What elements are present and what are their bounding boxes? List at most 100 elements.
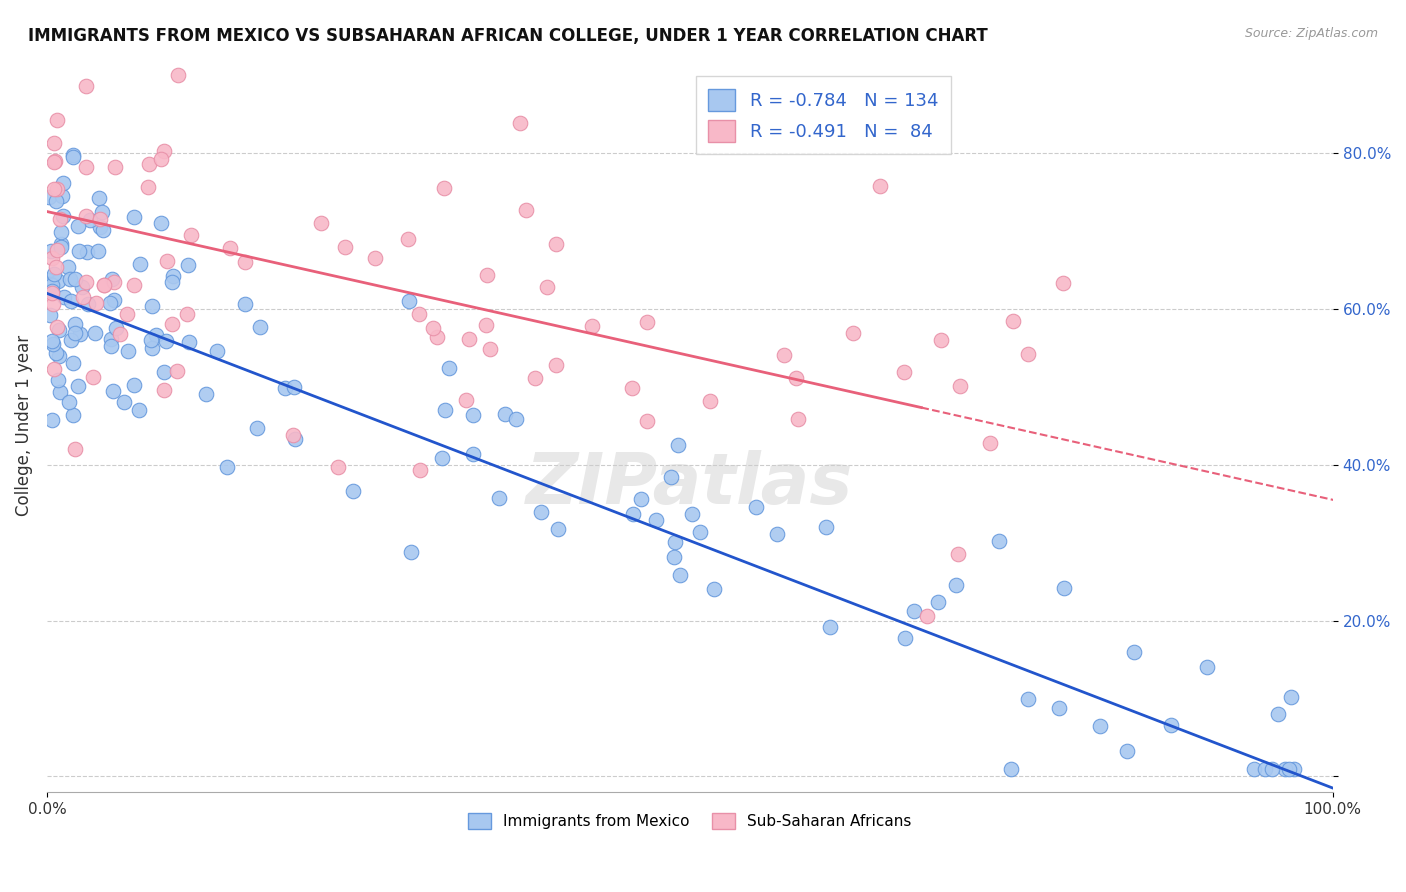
Point — [138, 157, 160, 171]
Point — [179, 335, 201, 350]
Point — [1047, 701, 1070, 715]
Point — [205, 343, 228, 358]
Point — [44, 267, 66, 281]
Point — [41, 285, 63, 299]
Point — [475, 318, 498, 332]
Point — [399, 544, 422, 558]
Point — [124, 278, 146, 293]
Point — [456, 392, 478, 407]
Point — [281, 428, 304, 442]
Point — [60, 294, 83, 309]
Point — [69, 327, 91, 342]
Point — [945, 578, 967, 592]
Point — [160, 276, 183, 290]
Point — [91, 223, 114, 237]
Point — [1122, 645, 1144, 659]
Point — [426, 330, 449, 344]
Point — [217, 459, 239, 474]
Point — [82, 370, 104, 384]
Point — [100, 339, 122, 353]
Point — [150, 215, 173, 229]
Point — [46, 112, 69, 127]
Point — [408, 463, 430, 477]
Point — [773, 348, 796, 362]
Point — [765, 526, 787, 541]
Point — [84, 296, 107, 310]
Point — [89, 211, 111, 226]
Point — [894, 632, 917, 646]
Point — [39, 277, 62, 291]
Point — [927, 594, 949, 608]
Point — [422, 321, 444, 335]
Point — [645, 513, 668, 527]
Point — [434, 403, 457, 417]
Point — [408, 307, 430, 321]
Point — [162, 268, 184, 283]
Point — [1279, 690, 1302, 704]
Point — [155, 334, 177, 348]
Point — [869, 179, 891, 194]
Point — [536, 279, 558, 293]
Point — [703, 582, 725, 596]
Point — [63, 442, 86, 456]
Point — [39, 244, 62, 258]
Point — [51, 240, 73, 254]
Point — [162, 317, 184, 331]
Point — [903, 603, 925, 617]
Point — [664, 534, 686, 549]
Text: Source: ZipAtlas.com: Source: ZipAtlas.com — [1244, 27, 1378, 40]
Point — [84, 326, 107, 340]
Point — [785, 370, 807, 384]
Point — [41, 286, 63, 301]
Point — [104, 160, 127, 174]
Point — [141, 299, 163, 313]
Point — [463, 447, 485, 461]
Point — [52, 210, 75, 224]
Point — [150, 152, 173, 166]
Point — [457, 332, 479, 346]
Point — [437, 361, 460, 376]
Point — [1282, 762, 1305, 776]
Point — [59, 272, 82, 286]
Point — [547, 522, 569, 536]
Point — [1001, 314, 1024, 328]
Point — [46, 373, 69, 387]
Point — [117, 307, 139, 321]
Point — [180, 227, 202, 242]
Point — [396, 231, 419, 245]
Point — [87, 191, 110, 205]
Point — [101, 384, 124, 398]
Point — [1053, 581, 1076, 595]
Point — [152, 365, 174, 379]
Point — [430, 450, 453, 465]
Point — [621, 508, 644, 522]
Point — [141, 342, 163, 356]
Point — [488, 491, 510, 505]
Point — [152, 144, 174, 158]
Point — [44, 155, 66, 169]
Point — [112, 395, 135, 409]
Point — [51, 176, 73, 190]
Point — [49, 237, 72, 252]
Text: ZIPatlas: ZIPatlas — [526, 450, 853, 519]
Point — [122, 210, 145, 224]
Point — [67, 244, 90, 259]
Point — [1160, 718, 1182, 732]
Point — [49, 384, 72, 399]
Point — [51, 226, 73, 240]
Point — [699, 393, 721, 408]
Point — [91, 204, 114, 219]
Point — [1195, 660, 1218, 674]
Point — [787, 412, 810, 426]
Point — [75, 275, 97, 289]
Point — [45, 345, 67, 359]
Point — [60, 334, 83, 348]
Point — [666, 438, 689, 452]
Point — [745, 500, 768, 514]
Point — [979, 436, 1001, 450]
Point — [62, 147, 84, 161]
Point — [101, 272, 124, 286]
Point — [41, 334, 63, 348]
Point — [659, 470, 682, 484]
Point — [75, 160, 97, 174]
